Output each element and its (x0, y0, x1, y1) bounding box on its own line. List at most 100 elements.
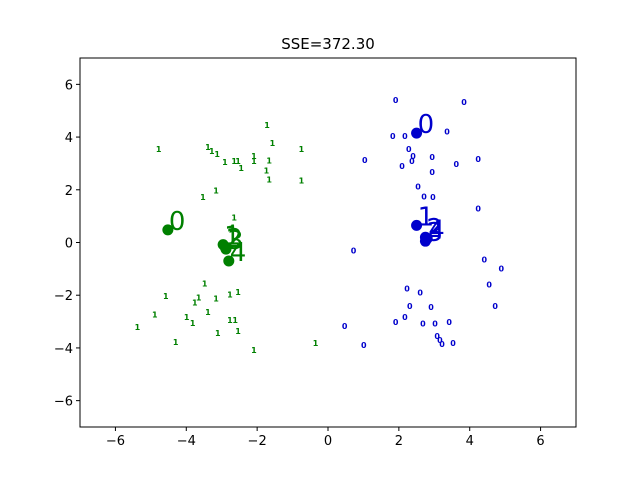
y-tick-label: 6 (65, 78, 73, 93)
centroid (411, 127, 423, 139)
point-marker: 0 (498, 265, 504, 274)
y-tick-label: −6 (54, 395, 73, 410)
point-marker: 0 (417, 289, 423, 298)
point-marker: 0 (432, 320, 438, 329)
point-marker: 0 (486, 281, 492, 290)
point-marker: 1 (251, 152, 257, 161)
y-tick-label: −4 (54, 342, 73, 357)
point-marker: 1 (270, 139, 276, 148)
point-marker: 1 (215, 329, 221, 338)
point-marker: 1 (200, 193, 206, 202)
point-marker: 1 (299, 176, 305, 185)
point-marker: 1 (152, 311, 158, 320)
point-marker: 0 (475, 155, 481, 164)
centroid-label: 4 (428, 216, 445, 246)
point-marker: 1 (235, 288, 241, 297)
point-marker: 1 (264, 166, 270, 175)
point-marker: 1 (173, 338, 179, 347)
point-marker: 0 (492, 302, 498, 311)
plot-frame (79, 57, 577, 428)
point-marker: 1 (190, 319, 196, 328)
point-marker: 1 (135, 323, 141, 332)
point-marker: 1 (227, 316, 233, 325)
point-marker: 1 (202, 280, 208, 289)
point-marker: 1 (231, 157, 237, 166)
point-marker: 0 (450, 339, 456, 348)
point-marker: 0 (429, 168, 435, 177)
point-marker: 0 (406, 145, 412, 154)
centroid-label: 0 (418, 110, 435, 140)
point-marker: 0 (409, 157, 415, 166)
point-marker: 1 (231, 213, 237, 222)
point-marker: 0 (402, 313, 408, 322)
x-tick-label: −2 (248, 434, 267, 449)
point-marker: 0 (402, 132, 408, 141)
centroid (220, 243, 232, 255)
point-marker: 0 (446, 318, 452, 327)
point-marker: 0 (351, 246, 357, 255)
point-marker: 0 (407, 302, 413, 311)
centroid-label: 4 (230, 238, 247, 268)
y-tick-label: −2 (54, 289, 73, 304)
point-marker: 1 (205, 143, 211, 152)
centroid-label: 0 (169, 207, 186, 237)
point-marker: 1 (213, 295, 219, 304)
point-marker: 1 (184, 313, 190, 322)
x-tick-label: 6 (536, 434, 544, 449)
point-marker: 0 (410, 152, 416, 161)
point-marker: 1 (222, 158, 228, 167)
centroid (162, 224, 174, 236)
point-marker: 0 (404, 285, 410, 294)
point-marker: 1 (266, 156, 272, 165)
point-marker: 0 (481, 256, 487, 265)
point-marker: 1 (251, 346, 257, 355)
point-marker: 1 (214, 150, 220, 159)
centroid-label: 1 (418, 202, 435, 232)
x-tick-label: 0 (324, 434, 332, 449)
point-marker: 0 (399, 162, 405, 171)
point-marker: 0 (461, 98, 467, 107)
centroid (411, 219, 423, 231)
point-marker: 0 (362, 156, 368, 165)
point-marker: 1 (205, 308, 211, 317)
point-marker: 0 (475, 204, 481, 213)
centroid (421, 233, 433, 245)
point-marker: 1 (235, 327, 241, 336)
point-marker: 0 (444, 128, 450, 137)
point-marker: 1 (313, 339, 319, 348)
point-marker: 1 (230, 224, 236, 233)
point-marker: 0 (430, 193, 436, 202)
point-marker: 1 (235, 157, 241, 166)
y-tick-label: 0 (65, 237, 73, 252)
point-marker: 0 (393, 96, 399, 105)
centroid (223, 255, 235, 267)
point-marker: 1 (156, 145, 162, 154)
x-tick-label: −4 (177, 434, 196, 449)
point-marker: 1 (196, 294, 202, 303)
point-marker: 0 (342, 322, 348, 331)
point-marker: 0 (390, 132, 396, 141)
point-marker: 1 (266, 175, 272, 184)
centroid-label: 3 (227, 226, 244, 256)
point-marker: 0 (437, 336, 443, 345)
point-marker: 1 (163, 292, 169, 301)
y-tick-label: 2 (65, 184, 73, 199)
point-marker: 0 (361, 341, 367, 350)
point-marker: 1 (227, 291, 233, 300)
x-tick-label: −6 (106, 434, 125, 449)
point-marker: 1 (264, 121, 270, 130)
point-marker: 1 (213, 186, 219, 195)
y-tick-label: 4 (65, 131, 73, 146)
x-tick-label: 2 (395, 434, 403, 449)
point-marker: 1 (251, 157, 257, 166)
point-marker: 0 (420, 320, 426, 329)
point-marker: 1 (192, 299, 198, 308)
point-marker: 0 (439, 340, 445, 349)
x-tick-label: 4 (466, 434, 474, 449)
point-marker: 0 (453, 160, 459, 169)
point-marker: 0 (421, 192, 427, 201)
point-marker: 0 (434, 332, 440, 341)
point-marker: 0 (393, 318, 399, 327)
point-marker: 0 (428, 303, 434, 312)
